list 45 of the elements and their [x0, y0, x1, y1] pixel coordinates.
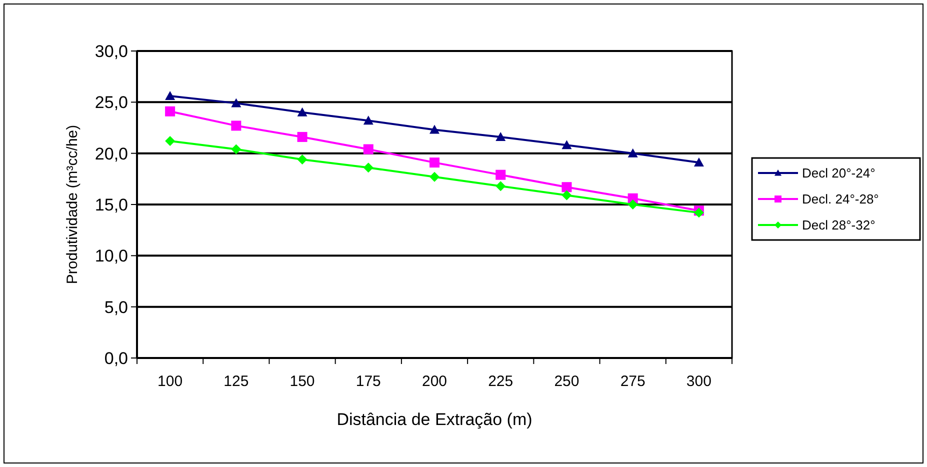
point [231, 144, 242, 154]
point [430, 158, 440, 168]
point [496, 132, 506, 141]
point [165, 91, 176, 100]
point [628, 148, 638, 158]
point [562, 190, 572, 200]
y-tick-label: 5,0 [104, 298, 128, 317]
x-tick-label: 300 [686, 373, 712, 390]
y-tick-label: 30,0 [94, 42, 128, 61]
y-tick-label: 20,0 [94, 144, 128, 164]
point [562, 182, 572, 192]
x-tick-label: 200 [422, 373, 448, 390]
x-tick-label: 150 [290, 373, 315, 390]
y-tick-label: 25,0 [94, 93, 128, 112]
x-tick-label: 175 [356, 373, 381, 390]
point [496, 181, 506, 192]
point [297, 132, 308, 142]
y-tick-label: 10,0 [94, 246, 128, 266]
point [694, 158, 704, 167]
point [430, 124, 440, 134]
point [562, 140, 572, 150]
point [363, 116, 374, 125]
point [363, 162, 374, 173]
point [297, 107, 308, 116]
x-tick-label: 250 [554, 373, 580, 390]
legend-label: Decl 28°-32° [802, 218, 876, 233]
point [496, 170, 506, 180]
x-tick-label: 225 [488, 373, 514, 390]
point [165, 106, 176, 116]
x-axis-title: Distância de Extração (m) [336, 410, 532, 429]
y-axis-title: Produtividade (m³cc/he) [64, 124, 81, 284]
y-tick-label: 0,0 [104, 348, 128, 368]
y-tick-label: 15,0 [94, 195, 128, 214]
x-tick-label: 125 [224, 373, 249, 390]
point [231, 98, 242, 108]
legend-label: Decl 20°-24° [802, 166, 876, 181]
legend-label: Decl. 24°-28° [802, 192, 879, 207]
point [231, 120, 242, 131]
x-tick-label: 275 [620, 373, 646, 390]
point [363, 144, 374, 154]
point [628, 200, 638, 210]
point [297, 154, 308, 164]
point [430, 172, 440, 182]
x-tick-label: 100 [158, 373, 183, 390]
point [165, 136, 176, 146]
